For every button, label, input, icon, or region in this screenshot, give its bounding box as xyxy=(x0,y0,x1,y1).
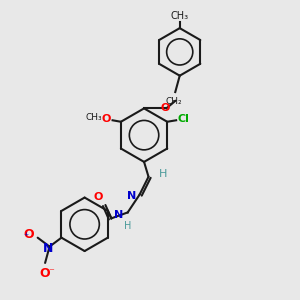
Text: ⁻: ⁻ xyxy=(49,267,55,278)
Text: H: H xyxy=(124,221,131,231)
Text: CH₃: CH₃ xyxy=(86,113,103,122)
Text: O: O xyxy=(40,267,50,280)
Text: CH₂: CH₂ xyxy=(166,97,182,106)
Text: ⁺: ⁺ xyxy=(23,232,29,242)
Text: O: O xyxy=(93,192,102,202)
Text: N: N xyxy=(114,210,123,220)
Text: O: O xyxy=(101,114,110,124)
Text: Cl: Cl xyxy=(178,114,190,124)
Text: H: H xyxy=(159,169,167,179)
Text: O: O xyxy=(160,103,170,113)
Text: CH₃: CH₃ xyxy=(171,11,189,21)
Text: N: N xyxy=(127,191,136,201)
Text: O: O xyxy=(23,228,34,241)
Text: N: N xyxy=(43,242,53,255)
